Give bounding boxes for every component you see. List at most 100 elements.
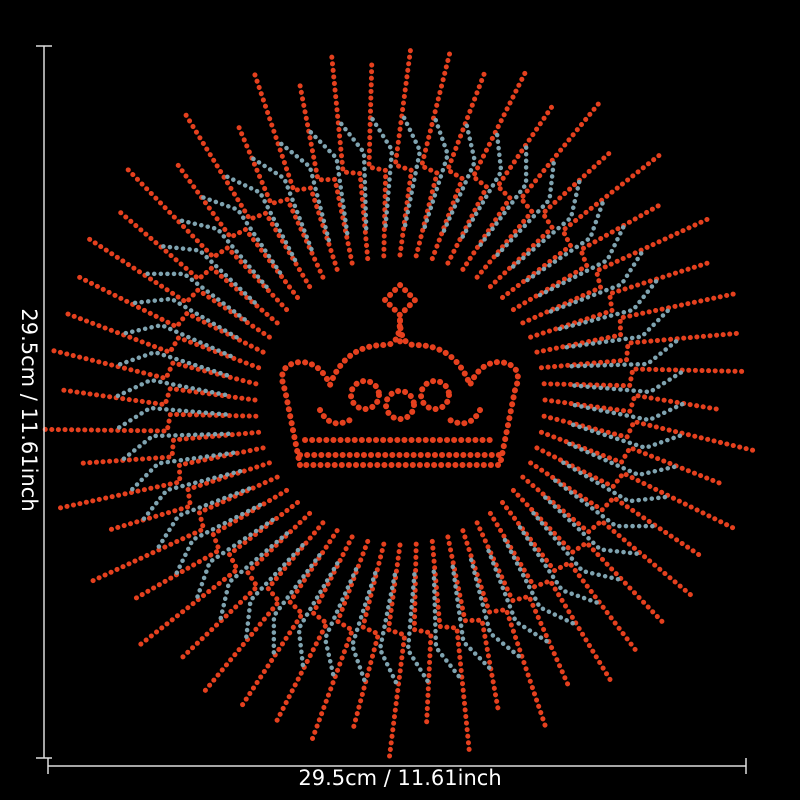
rhinestone-ray xyxy=(495,157,557,257)
rhinestone-ray xyxy=(202,520,326,694)
rhinestone-ray xyxy=(500,500,639,654)
rhinestone-ray xyxy=(54,445,266,512)
rhinestone-ray xyxy=(124,166,290,313)
rhinestone-ray xyxy=(538,330,742,371)
rhinestone-ray xyxy=(487,510,615,687)
rhinestone-ray xyxy=(570,422,686,451)
rhinestone-ray xyxy=(569,337,681,369)
rhinestone-ray xyxy=(41,411,259,434)
rhinestone-ray xyxy=(441,120,478,233)
rhinestone-ray xyxy=(74,273,266,355)
rhinestone-ray xyxy=(510,487,668,628)
crown xyxy=(279,280,521,468)
rhinestone-ray xyxy=(276,139,332,243)
rhinestone-ray xyxy=(411,541,434,726)
rhinestone-ray xyxy=(450,564,494,673)
rhinestone-ray xyxy=(248,154,314,252)
rhinestone-ray xyxy=(297,80,355,266)
rhinestone-ray xyxy=(308,538,371,747)
rhinestone-ray xyxy=(528,260,711,340)
rhinestone-ray xyxy=(337,119,369,231)
rhinestone-ray xyxy=(510,201,665,313)
rhinestone-ray xyxy=(154,486,252,552)
rhinestone-ray xyxy=(306,127,350,236)
rhinestone-ray xyxy=(486,548,552,646)
rhinestone-ray xyxy=(567,441,680,478)
rhinestone-ray xyxy=(385,542,408,762)
rhinestone-ray xyxy=(431,569,463,681)
rhinestone-ray xyxy=(460,129,504,239)
rhinestone-ray xyxy=(217,531,290,624)
rhinestone-ray xyxy=(138,500,300,647)
height-label: 29.5cm / 11.61inch xyxy=(17,308,41,511)
rhinestone-ray xyxy=(142,271,247,322)
rhinestone-ray xyxy=(525,198,606,283)
rhinestone-ray xyxy=(181,109,313,290)
sunburst xyxy=(41,47,759,762)
rhinestone-ray xyxy=(392,47,415,258)
rhinestone-ray xyxy=(429,66,489,262)
rhinestone-ray xyxy=(129,296,239,340)
rhinestone-ray xyxy=(139,468,243,524)
rhinestone-ray xyxy=(520,216,712,326)
rhinestone-ray xyxy=(243,543,305,643)
rhinestone-ray xyxy=(61,310,262,371)
rhinestone-ray xyxy=(236,528,340,713)
rhinestone-ray xyxy=(528,460,705,559)
rhinestone-ray xyxy=(572,368,686,395)
rhinestone-ray xyxy=(274,534,355,724)
rhinestone-ray xyxy=(103,460,272,534)
rhinestone-ray xyxy=(59,385,258,408)
rhinestone-ray xyxy=(173,502,263,578)
crown-jewel xyxy=(418,378,452,412)
rhinestone-ray xyxy=(234,119,326,280)
rhinestone-ray xyxy=(520,474,695,599)
rhinestone-ray xyxy=(112,377,228,400)
rhinestone-ray xyxy=(429,538,472,756)
rhinestone-ray xyxy=(296,561,340,671)
rhinestone-ray xyxy=(271,553,322,658)
rhinestone-ray xyxy=(487,150,612,290)
rhinestone-ray xyxy=(534,445,736,531)
rhinestone-ray xyxy=(564,306,673,350)
rhinestone-ray xyxy=(119,431,231,463)
rhinestone-ray xyxy=(251,69,340,272)
rhinestone-ray xyxy=(176,217,269,290)
rhinestone-ray xyxy=(120,322,233,359)
rhinestone-ray xyxy=(328,48,371,262)
rhinestone-ray xyxy=(194,517,275,602)
crown-band xyxy=(297,437,503,458)
rhinestone-ray xyxy=(114,349,230,378)
rhinestone-ray xyxy=(553,478,658,529)
rhinestone-ray xyxy=(541,413,759,454)
rhinestone-ray xyxy=(517,525,602,606)
rhinestone-ray xyxy=(368,114,395,228)
rhinestone-ray xyxy=(349,570,378,686)
rhinestone-ray xyxy=(413,51,453,259)
rhinestone-ray xyxy=(548,248,646,314)
rhinestone-ray xyxy=(561,460,671,504)
rhinestone-ray xyxy=(422,114,451,230)
rhinestone-ray xyxy=(176,510,313,663)
rhinestone-ray xyxy=(157,243,257,305)
rhinestone-ray xyxy=(400,112,423,228)
rhinestone-ray xyxy=(474,99,603,280)
rhinestone-ray xyxy=(541,366,749,389)
crown-jewel xyxy=(348,378,382,412)
rhinestone-ray xyxy=(117,209,280,326)
rhinestone-ray xyxy=(445,534,501,714)
rhinestone-ray xyxy=(534,290,740,355)
rhinestone-ray xyxy=(500,150,665,300)
rhinestone-ray xyxy=(502,537,578,627)
rhinestone-ray xyxy=(460,101,557,272)
rhinestone-ray xyxy=(572,400,688,423)
rhinestone-ray xyxy=(537,222,627,298)
crown-cross xyxy=(380,280,420,348)
crown-arch xyxy=(317,407,483,427)
rhinestone-ray xyxy=(198,194,283,275)
rhinestone-ray xyxy=(478,142,529,247)
rhinestone-ray xyxy=(445,65,530,266)
